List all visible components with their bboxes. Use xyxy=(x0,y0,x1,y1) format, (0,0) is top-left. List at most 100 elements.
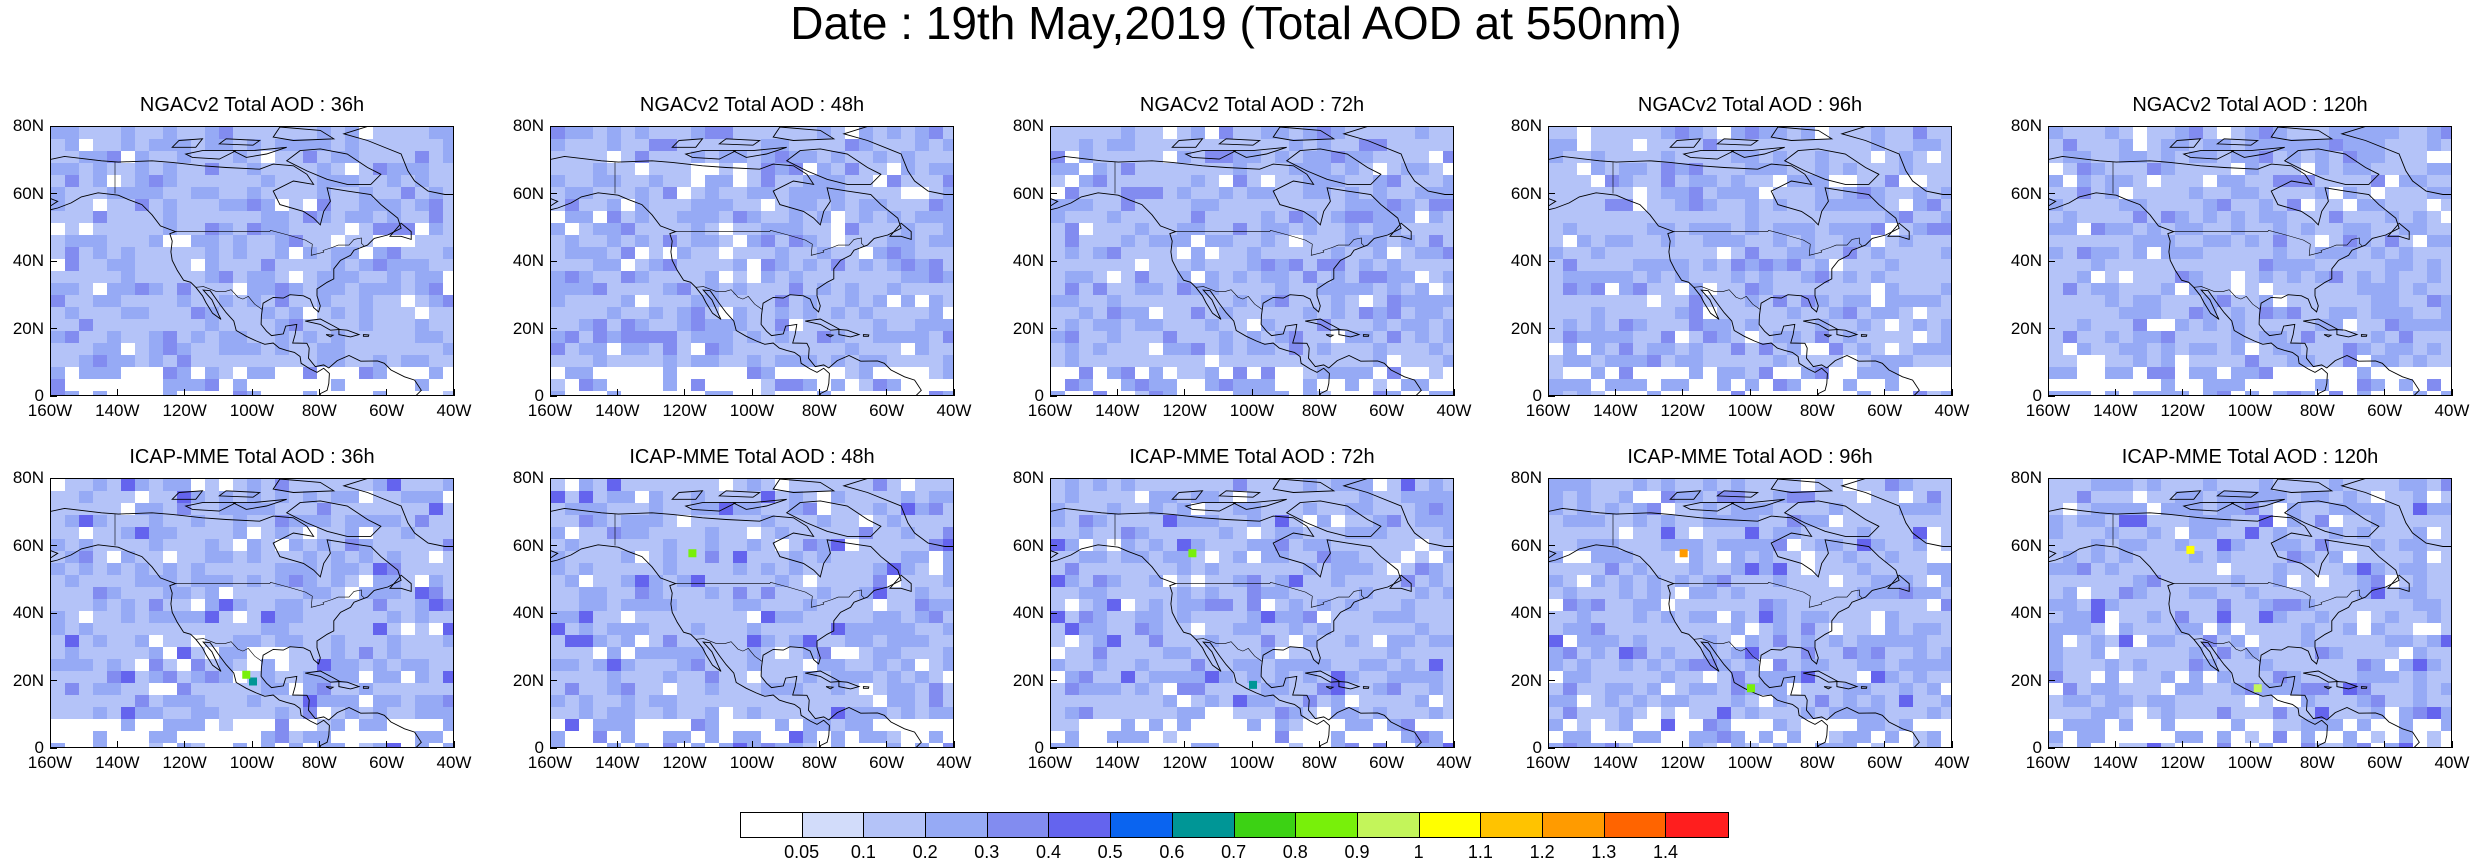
aod-map-panel xyxy=(2048,126,2452,396)
aod-hotspot xyxy=(2186,545,2195,554)
lon-tick-label: 100W xyxy=(2227,753,2273,772)
lon-tick-label: 60W xyxy=(1369,753,1405,772)
main-title: Date : 19th May,2019 (Total AOD at 550nm… xyxy=(790,0,1682,49)
lat-tick-label: 40N xyxy=(1012,603,1044,622)
lat-tick xyxy=(1050,193,1057,194)
lat-tick xyxy=(2048,260,2055,262)
lon-tick-label: 100W xyxy=(1727,753,1773,772)
lon-tick-label: 160W xyxy=(27,753,73,772)
lat-tick xyxy=(1548,193,1555,194)
lat-tick-label: 20N xyxy=(1510,318,1542,338)
lat-tick-label: 40N xyxy=(2010,251,2042,270)
lat-tick xyxy=(1548,328,1555,329)
lat-tick xyxy=(1548,395,1555,397)
lon-tick-label: 40W xyxy=(2434,753,2470,772)
lon-tick xyxy=(2047,741,2049,748)
lat-tick-label: 0 xyxy=(534,738,544,757)
lat-tick-label: 40N xyxy=(12,603,44,622)
lat-tick xyxy=(50,125,57,127)
lat-tick xyxy=(2048,477,2055,479)
political-borders xyxy=(114,514,365,662)
lon-tick xyxy=(1049,741,1051,748)
colorbar-box xyxy=(1049,813,1112,837)
lat-tick-label: 80N xyxy=(512,116,544,135)
aod-map-panel xyxy=(1050,478,1454,748)
lon-tick xyxy=(386,741,388,748)
political-borders xyxy=(614,514,865,662)
lon-tick-label: 160W xyxy=(1027,401,1073,420)
lon-tick-label: 100W xyxy=(229,753,275,772)
lat-tick-label: 0 xyxy=(1034,738,1044,757)
lat-tick xyxy=(2048,612,2055,614)
lon-tick xyxy=(1318,389,1320,396)
panel-title: NGACv2 Total AOD : 48h xyxy=(639,94,865,116)
lon-tick-label: 80W xyxy=(1799,753,1835,772)
aod-hotspot xyxy=(688,549,697,558)
lat-tick xyxy=(550,193,557,194)
lat-tick-label: 0 xyxy=(1532,738,1542,757)
lon-tick xyxy=(1116,741,1118,748)
colorbar-label: 0.2 xyxy=(912,842,938,862)
colorbar-box xyxy=(741,813,803,837)
lat-tick-label: 0 xyxy=(2032,738,2042,757)
lon-tick-label: 40W xyxy=(1934,753,1970,772)
lon-tick-label: 80W xyxy=(1301,753,1337,772)
map-svg xyxy=(2049,479,2451,747)
lat-tick-label: 20N xyxy=(2010,318,2042,338)
lon-tick xyxy=(184,389,186,396)
lon-tick xyxy=(2249,389,2251,396)
lon-tick xyxy=(2316,741,2318,748)
colorbar-label: 1 xyxy=(1413,842,1424,862)
lat-tick-label: 60N xyxy=(512,535,544,555)
lat-tick xyxy=(550,747,557,749)
lon-tick-label: 60W xyxy=(2367,401,2403,420)
lon-tick xyxy=(886,741,888,748)
lat-tick-label: 80N xyxy=(12,468,44,487)
lat-tick xyxy=(1050,612,1057,614)
political-borders xyxy=(114,162,365,310)
lon-tick xyxy=(1453,389,1455,396)
lon-tick xyxy=(1251,741,1253,748)
aod-field xyxy=(1549,127,1951,395)
lon-tick-label: 60W xyxy=(869,401,905,420)
lon-tick-label: 120W xyxy=(1162,753,1207,772)
lon-tick-label: 120W xyxy=(1162,401,1207,420)
lat-tick-label: 20N xyxy=(512,318,544,338)
lat-tick xyxy=(550,260,557,262)
colorbar-box xyxy=(1419,813,1482,837)
lat-tick-label: 80N xyxy=(2010,468,2042,487)
lat-tick xyxy=(50,395,57,397)
lon-tick xyxy=(1816,741,1818,748)
colorbar-label: 1.1 xyxy=(1467,842,1493,862)
political-borders xyxy=(1114,514,1365,662)
lon-tick xyxy=(2114,389,2116,396)
lon-tick-label: 100W xyxy=(1229,401,1275,420)
aod-hotspot xyxy=(1747,684,1755,693)
aod-map-panel xyxy=(1050,126,1454,396)
lat-tick xyxy=(550,477,557,479)
lon-tick xyxy=(1749,741,1751,748)
map-svg xyxy=(551,127,953,395)
lat-tick-label: 60N xyxy=(12,535,44,555)
lat-tick xyxy=(1548,612,1555,614)
colorbar-box xyxy=(1604,813,1667,837)
map-svg xyxy=(1051,127,1453,395)
panel-title: ICAP-MME Total AOD : 36h xyxy=(129,446,375,468)
lon-tick-label: 100W xyxy=(1229,753,1275,772)
colorbar-label: 1.3 xyxy=(1591,842,1617,862)
colorbar-label: 0.1 xyxy=(850,842,876,862)
lon-tick xyxy=(1386,741,1388,748)
lat-tick-label: 60N xyxy=(512,183,544,203)
colorbar-box xyxy=(1542,813,1605,837)
panel-title: ICAP-MME Total AOD : 72h xyxy=(1129,446,1375,468)
aod-map-panel xyxy=(550,126,954,396)
lon-tick-label: 140W xyxy=(595,753,640,772)
lon-tick xyxy=(1816,389,1818,396)
lon-tick xyxy=(184,741,186,748)
lon-tick-label: 100W xyxy=(229,401,275,420)
lon-tick-label: 160W xyxy=(2025,401,2071,420)
political-borders xyxy=(614,162,865,310)
coastlines xyxy=(2049,127,2451,395)
lat-tick xyxy=(50,477,57,479)
lon-tick-label: 60W xyxy=(869,753,905,772)
